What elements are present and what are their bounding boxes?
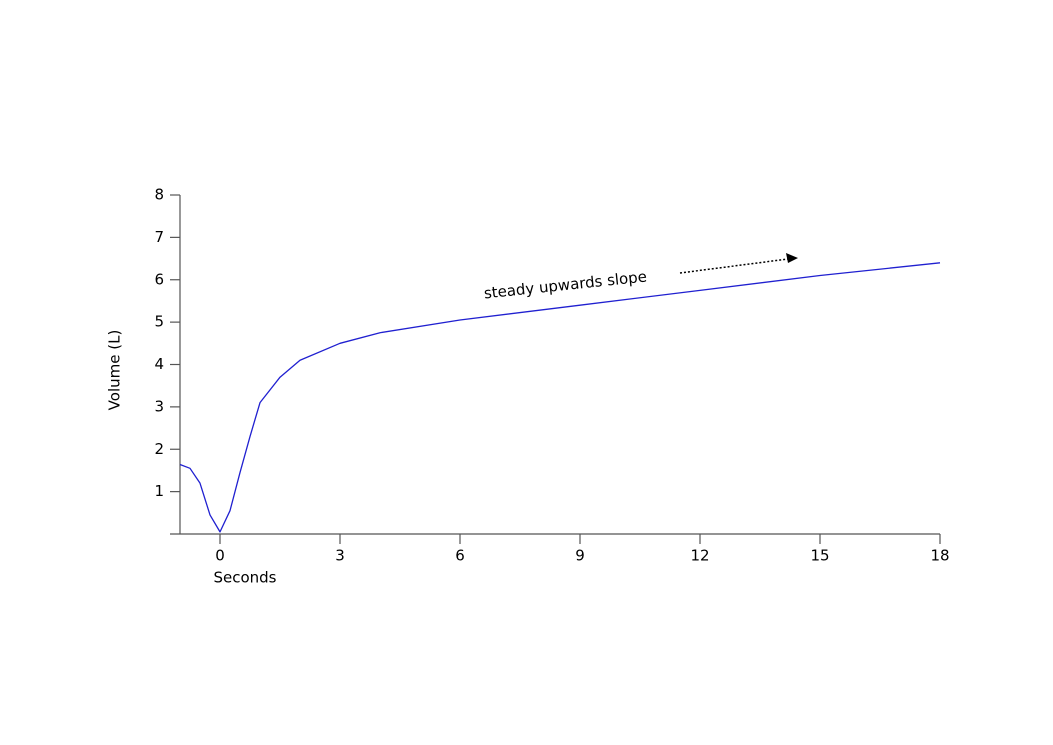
y-tick-label: 4 bbox=[154, 355, 164, 373]
x-tick-label: 15 bbox=[810, 547, 829, 565]
x-tick-label: 9 bbox=[575, 547, 585, 565]
data-line bbox=[179, 262, 941, 533]
y-tick-label: 5 bbox=[154, 313, 164, 331]
y-tick-label: 6 bbox=[154, 270, 164, 288]
annotation: steady upwards slope bbox=[483, 267, 648, 302]
x-tick-label: 3 bbox=[335, 547, 345, 565]
y-tick-label: 3 bbox=[154, 397, 164, 415]
x-tick-label: 12 bbox=[690, 547, 709, 565]
y-tick-label: 8 bbox=[154, 186, 164, 204]
y-tick-label: 1 bbox=[154, 482, 164, 500]
annotation-arrow bbox=[679, 253, 798, 274]
y-tick-label: 2 bbox=[154, 440, 164, 458]
x-tick-label: 0 bbox=[215, 547, 225, 565]
x-axis-label: Seconds bbox=[213, 569, 276, 587]
y-tick-label: 7 bbox=[154, 228, 164, 246]
x-tick-label: 6 bbox=[455, 547, 465, 565]
x-tick-label: 18 bbox=[930, 547, 949, 565]
y-axis-label: Volume (L) bbox=[106, 330, 124, 411]
